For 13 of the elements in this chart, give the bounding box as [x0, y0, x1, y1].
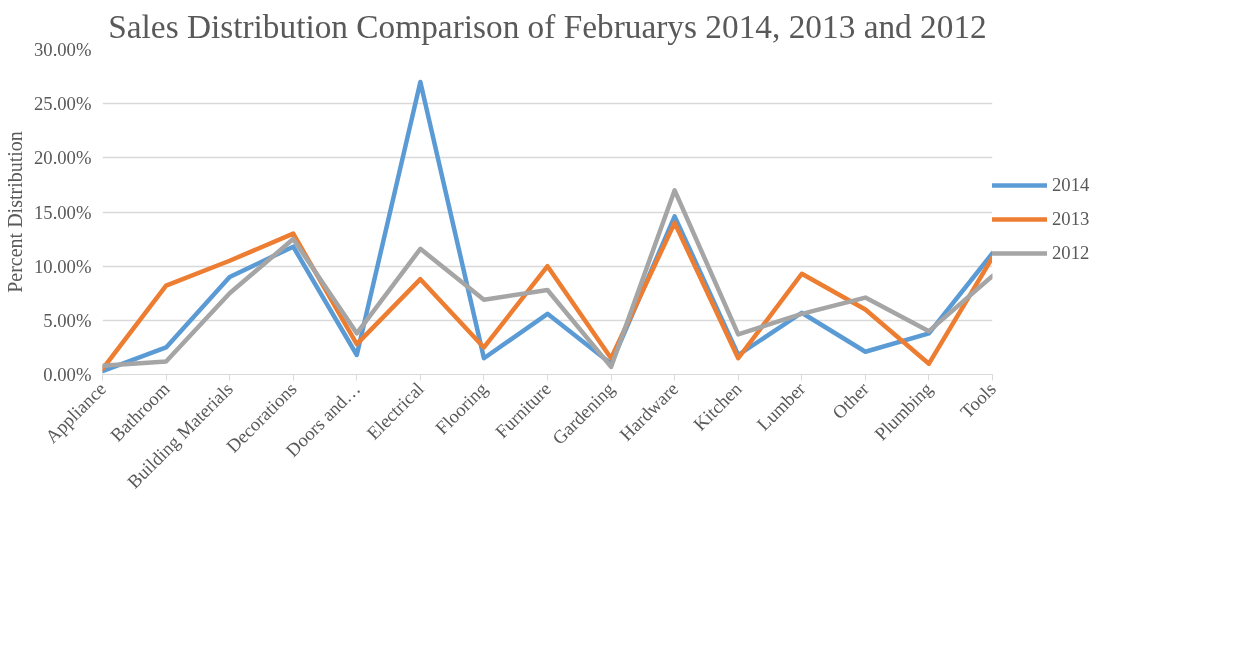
y-tick-label: 5.00%	[43, 309, 92, 331]
legend-label: 2012	[1052, 242, 1090, 264]
legend-label: 2014	[1052, 174, 1090, 196]
legend-label: 2013	[1052, 208, 1090, 230]
y-tick-label: 20.00%	[33, 147, 92, 169]
y-tick-label: 25.00%	[33, 93, 92, 115]
chart-title: Sales Distribution Comparison of Februarys 2014, 2013 and 2012	[108, 7, 987, 45]
y-tick-label: 0.00%	[43, 364, 92, 385]
line-series	[102, 188, 993, 370]
y-tick-label: 30.00%	[33, 39, 92, 60]
y-tick-label: 15.00%	[33, 201, 92, 223]
y-axis-title: Percent Distribution	[3, 131, 26, 293]
y-tick-label: 10.00%	[33, 255, 92, 277]
